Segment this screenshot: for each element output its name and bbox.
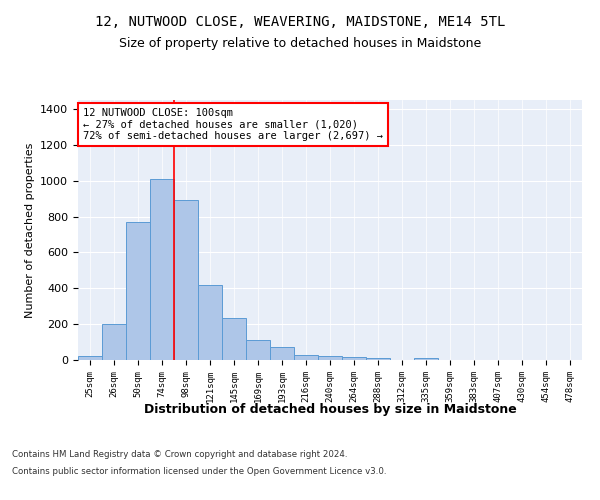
Y-axis label: Number of detached properties: Number of detached properties [25, 142, 35, 318]
Bar [270, 348, 294, 360]
Bar [198, 284, 222, 360]
Bar [102, 324, 126, 360]
Text: Contains HM Land Registry data © Crown copyright and database right 2024.: Contains HM Land Registry data © Crown c… [12, 450, 347, 459]
Bar [222, 318, 246, 360]
Text: Contains public sector information licensed under the Open Government Licence v3: Contains public sector information licen… [12, 468, 386, 476]
Bar [366, 358, 390, 360]
Bar [318, 356, 342, 360]
Bar [414, 358, 438, 360]
Bar [246, 340, 270, 360]
Text: Distribution of detached houses by size in Maidstone: Distribution of detached houses by size … [143, 402, 517, 415]
Bar [126, 222, 150, 360]
Bar [342, 357, 366, 360]
Text: 12, NUTWOOD CLOSE, WEAVERING, MAIDSTONE, ME14 5TL: 12, NUTWOOD CLOSE, WEAVERING, MAIDSTONE,… [95, 15, 505, 29]
Bar [294, 355, 318, 360]
Bar [150, 179, 174, 360]
Bar [174, 200, 198, 360]
Text: 12 NUTWOOD CLOSE: 100sqm
← 27% of detached houses are smaller (1,020)
72% of sem: 12 NUTWOOD CLOSE: 100sqm ← 27% of detach… [83, 108, 383, 141]
Bar [78, 356, 102, 360]
Text: Size of property relative to detached houses in Maidstone: Size of property relative to detached ho… [119, 38, 481, 51]
